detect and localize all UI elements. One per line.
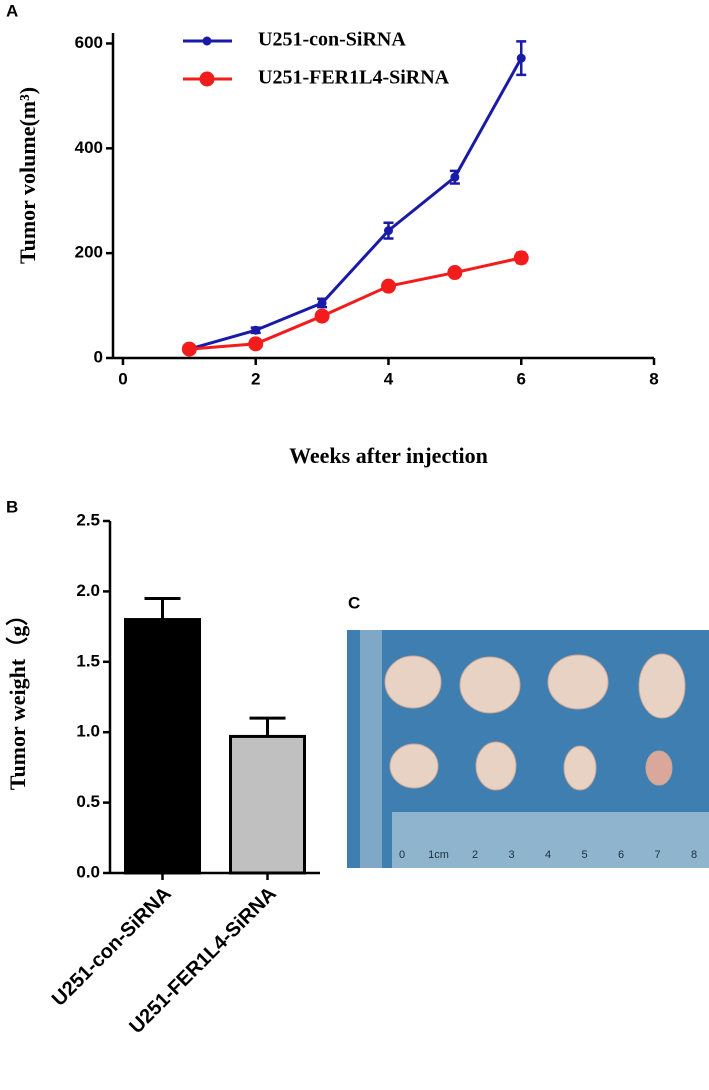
point [516, 53, 526, 63]
ruler-label: 3 [508, 849, 514, 861]
y-tick-label: 0 [94, 347, 103, 366]
x-tick-label: 2 [251, 369, 260, 388]
tumor-photo [347, 630, 709, 868]
y-tick-label: 1.5 [76, 651, 100, 670]
point [383, 226, 393, 236]
series-line [188, 57, 523, 351]
ruler-label: 5 [581, 849, 587, 861]
legend-label: U251-FER1L4-SiRNA [258, 67, 450, 89]
y-tick-label: 2.0 [76, 581, 100, 600]
point [181, 341, 197, 357]
legend-label: U251-con-SiRNA [258, 29, 406, 51]
ruler: 0 1cm 2 3 4 5 6 7 8 [399, 849, 697, 861]
point [248, 336, 264, 352]
point [447, 265, 463, 281]
bar [124, 618, 201, 875]
point [251, 325, 261, 335]
x-tick-label: 4 [384, 369, 394, 388]
legend-marker [199, 71, 215, 87]
y-axis-title: Tumor weight（g） [5, 604, 30, 790]
x-tick-label: 6 [517, 369, 526, 388]
panel-label: C [348, 593, 360, 612]
x-tick-label: 0 [118, 369, 127, 388]
x-tick-label: 8 [649, 369, 658, 388]
legend-marker [202, 36, 212, 46]
ruler-label: 0 [399, 849, 405, 861]
y-axis-title: Tumor volume(m³) [15, 87, 40, 264]
error-bar [249, 716, 286, 737]
point [513, 250, 529, 266]
y-tick-label: 0.5 [76, 792, 100, 811]
error-bar [144, 596, 181, 620]
ruler-label: 1cm [428, 849, 449, 861]
y-tick-label: 1.0 [76, 722, 100, 741]
y-tick-label: 400 [75, 138, 103, 157]
ruler-label: 6 [618, 849, 624, 861]
ruler-label: 2 [472, 849, 478, 861]
series-line [189, 256, 522, 351]
bar [229, 734, 306, 875]
ruler-label: 8 [691, 849, 697, 861]
y-tick-label: 200 [75, 243, 103, 262]
point [317, 298, 327, 308]
y-tick-label: 600 [75, 33, 103, 52]
y-tick-label: 2.5 [76, 510, 100, 529]
ruler-label: 4 [545, 849, 551, 861]
point [314, 308, 330, 324]
panel-label: A [6, 1, 18, 20]
point [380, 278, 396, 294]
x-axis-title: Weeks after injection [289, 443, 488, 468]
ruler-label: 7 [654, 849, 660, 861]
y-tick-label: 0.0 [76, 862, 100, 881]
point [450, 172, 460, 182]
panel-label: B [6, 497, 18, 516]
